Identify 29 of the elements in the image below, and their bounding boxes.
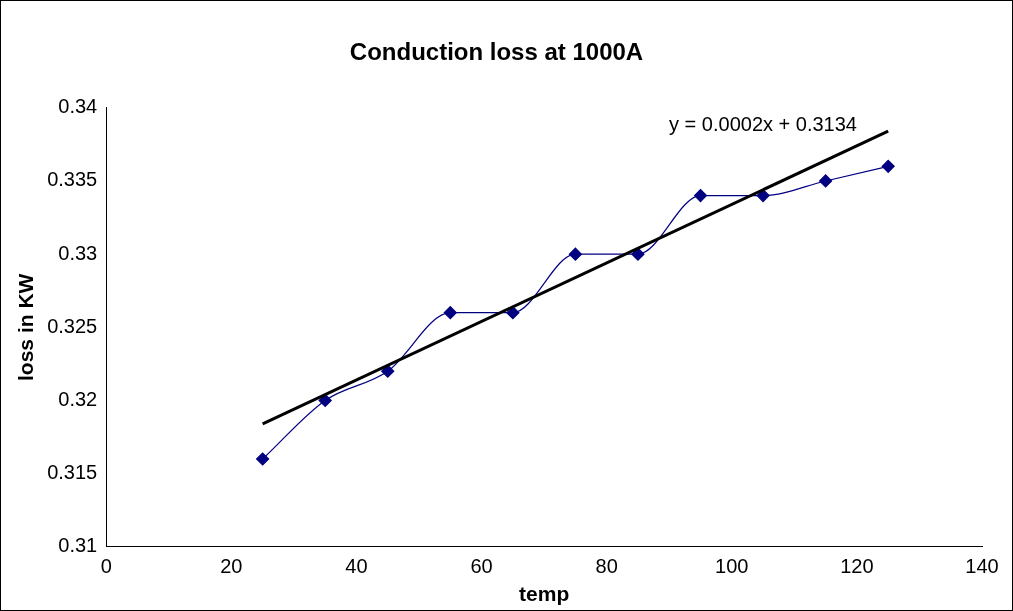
y-tick-label: 0.31 (58, 534, 98, 557)
x-tick-label: 140 (965, 555, 999, 578)
y-tick-label: 0.325 (47, 314, 98, 337)
y-tick-label: 0.33 (58, 241, 98, 264)
x-axis-title: temp (519, 582, 570, 606)
y-tick-label: 0.34 (58, 95, 98, 118)
point (631, 247, 645, 261)
point (568, 247, 582, 261)
x-tick-label: 0 (100, 555, 112, 578)
y-tick-label: 0.32 (58, 387, 98, 410)
annotation: y = 0.0002x + 0.3134 (669, 113, 857, 136)
point (819, 174, 833, 188)
x-tick-label: 60 (470, 555, 493, 578)
chart-title: Conduction loss at 1000A (349, 38, 644, 66)
point (381, 364, 395, 378)
point (443, 306, 457, 320)
point (506, 306, 520, 320)
point (756, 189, 770, 203)
point (256, 452, 270, 466)
y-tick-label: 0.315 (47, 461, 98, 484)
point (881, 159, 895, 173)
point (693, 189, 708, 203)
y-axis-title: loss in KW (14, 273, 38, 381)
x-tick-label: 100 (715, 555, 749, 578)
x-tick-label: 120 (840, 555, 874, 578)
x-tick-label: 20 (220, 555, 243, 578)
x-tick-label: 80 (595, 555, 618, 578)
y-tick-label: 0.335 (47, 168, 98, 191)
x-tick-label: 40 (345, 555, 368, 578)
